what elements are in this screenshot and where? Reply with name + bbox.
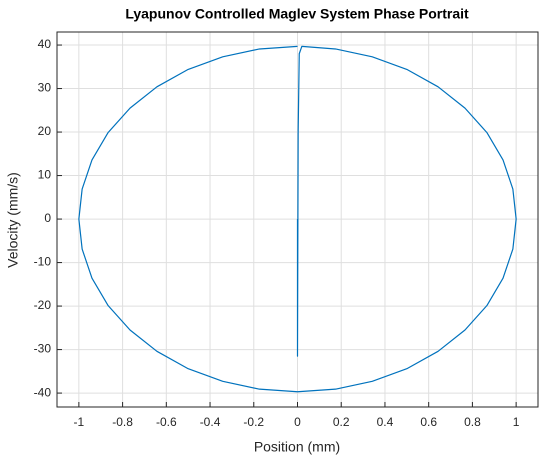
x-tick-label: -1 [74, 415, 85, 429]
x-tick-label: 0 [294, 415, 301, 429]
x-tick-label: 0.6 [420, 415, 437, 429]
y-tick-label: -10 [34, 255, 52, 269]
plot-frame [56, 31, 539, 408]
data-line [78, 45, 517, 393]
x-tick-label: -0.8 [112, 415, 133, 429]
x-tick-label: 1 [513, 415, 520, 429]
y-tick-label: -30 [34, 342, 52, 356]
chart-title: Lyapunov Controlled Maglev System Phase … [125, 6, 469, 22]
y-tick-label: 40 [38, 37, 52, 51]
y-tick-label: 0 [44, 211, 51, 225]
x-tick-label: 0.4 [377, 415, 394, 429]
y-tick-label: 30 [38, 81, 52, 95]
x-tick-label: 0.8 [464, 415, 481, 429]
y-tick-label: 20 [38, 124, 52, 138]
y-axis-label: Velocity (mm/s) [5, 172, 21, 268]
x-tick-label: -0.2 [243, 415, 264, 429]
x-tick-label: -0.6 [156, 415, 177, 429]
y-tick-label: -20 [34, 298, 52, 312]
x-tick-label: -0.4 [200, 415, 221, 429]
y-tick-label: -40 [34, 385, 52, 399]
y-tick-label: 10 [38, 168, 52, 182]
x-axis-label: Position (mm) [254, 439, 340, 455]
x-tick-label: 0.2 [333, 415, 350, 429]
